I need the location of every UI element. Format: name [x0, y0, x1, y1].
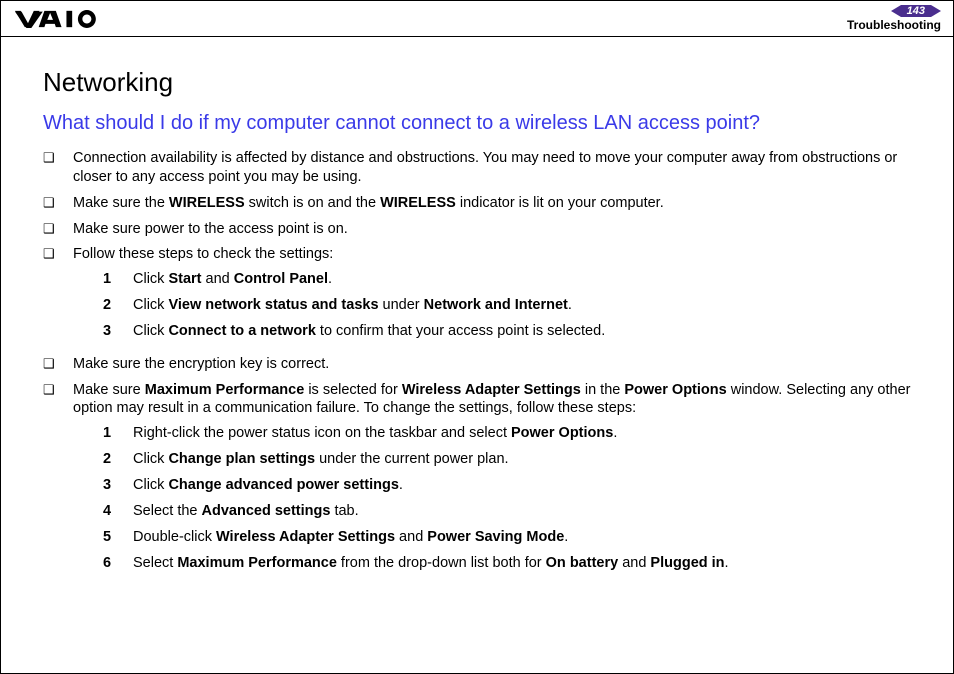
numbered-item: 1Right-click the power status icon on th…: [103, 424, 911, 443]
bullet-marker-icon: ❑: [43, 355, 73, 373]
bullet-marker-icon: ❑: [43, 381, 73, 399]
step-number: 3: [103, 322, 133, 341]
step-number: 5: [103, 528, 133, 547]
bullet-item: ❑Make sure power to the access point is …: [43, 220, 911, 239]
bullet-text: Make sure the encryption key is correct.: [73, 355, 911, 374]
bullet-text: Follow these steps to check the settings…: [73, 245, 911, 264]
numbered-item: 3Click Connect to a network to confirm t…: [103, 322, 911, 341]
bullet-text: Connection availability is affected by d…: [73, 149, 911, 187]
step-number: 1: [103, 270, 133, 289]
step-text: Click Connect to a network to confirm th…: [133, 322, 911, 341]
step-text: Right-click the power status icon on the…: [133, 424, 911, 443]
page-navigation: 143: [891, 5, 941, 17]
step-number: 4: [103, 502, 133, 521]
header-right: 143 Troubleshooting: [847, 5, 941, 32]
numbered-item: 2Click View network status and tasks und…: [103, 296, 911, 315]
bullet-item: ❑Connection availability is affected by …: [43, 149, 911, 187]
prev-page-arrow-icon[interactable]: [891, 5, 901, 17]
page-number: 143: [901, 5, 931, 17]
step-text: Click View network status and tasks unde…: [133, 296, 911, 315]
step-number: 2: [103, 296, 133, 315]
step-number: 1: [103, 424, 133, 443]
page-title: Networking: [43, 67, 911, 98]
bullet-marker-icon: ❑: [43, 245, 73, 263]
page-subtitle: What should I do if my computer cannot c…: [43, 112, 911, 135]
next-page-arrow-icon[interactable]: [931, 5, 941, 17]
step-text: Click Change advanced power settings.: [133, 476, 911, 495]
step-text: Select the Advanced settings tab.: [133, 502, 911, 521]
page-header: 143 Troubleshooting: [1, 1, 953, 37]
numbered-list: 1Click Start and Control Panel.2Click Vi…: [103, 270, 911, 341]
step-text: Select Maximum Performance from the drop…: [133, 554, 911, 573]
bullet-item: ❑Make sure Maximum Performance is select…: [43, 381, 911, 580]
section-label: Troubleshooting: [847, 18, 941, 32]
bullet-list: ❑Connection availability is affected by …: [43, 149, 911, 579]
step-text: Click Start and Control Panel.: [133, 270, 911, 289]
bullet-item: ❑Make sure the encryption key is correct…: [43, 355, 911, 374]
numbered-item: 3Click Change advanced power settings.: [103, 476, 911, 495]
step-number: 3: [103, 476, 133, 495]
numbered-item: 6Select Maximum Performance from the dro…: [103, 554, 911, 573]
bullet-text: Make sure power to the access point is o…: [73, 220, 911, 239]
page-content: Networking What should I do if my comput…: [1, 37, 953, 606]
bullet-text: Make sure Maximum Performance is selecte…: [73, 381, 911, 419]
bullet-marker-icon: ❑: [43, 194, 73, 212]
step-number: 6: [103, 554, 133, 573]
bullet-text: Make sure the WIRELESS switch is on and …: [73, 194, 911, 213]
numbered-item: 4Select the Advanced settings tab.: [103, 502, 911, 521]
step-text: Click Change plan settings under the cur…: [133, 450, 911, 469]
numbered-item: 2Click Change plan settings under the cu…: [103, 450, 911, 469]
bullet-item: ❑Follow these steps to check the setting…: [43, 245, 911, 347]
vaio-logo: [15, 1, 113, 36]
step-text: Double-click Wireless Adapter Settings a…: [133, 528, 911, 547]
numbered-item: 1Click Start and Control Panel.: [103, 270, 911, 289]
bullet-marker-icon: ❑: [43, 149, 73, 167]
step-number: 2: [103, 450, 133, 469]
numbered-item: 5Double-click Wireless Adapter Settings …: [103, 528, 911, 547]
numbered-list: 1Right-click the power status icon on th…: [103, 424, 911, 572]
bullet-marker-icon: ❑: [43, 220, 73, 238]
bullet-item: ❑Make sure the WIRELESS switch is on and…: [43, 194, 911, 213]
